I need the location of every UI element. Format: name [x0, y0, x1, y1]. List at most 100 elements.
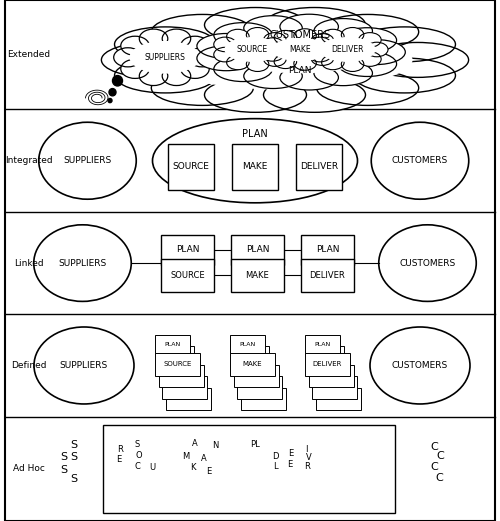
Text: E: E [206, 467, 212, 476]
Text: SOURCE: SOURCE [164, 362, 192, 367]
Circle shape [108, 98, 112, 103]
Circle shape [112, 76, 122, 86]
Ellipse shape [314, 61, 372, 85]
Ellipse shape [371, 122, 469, 199]
Ellipse shape [270, 42, 293, 57]
Text: DELIVER: DELIVER [310, 271, 346, 280]
Text: V: V [306, 453, 312, 462]
Ellipse shape [118, 32, 212, 82]
Bar [240, 369, 276, 390]
Bar [162, 357, 197, 378]
Ellipse shape [204, 78, 306, 113]
Text: PLAN: PLAN [240, 342, 256, 348]
Text: SUPPLIERS: SUPPLIERS [144, 53, 186, 62]
Text: E: E [288, 449, 294, 458]
Ellipse shape [262, 47, 284, 61]
Ellipse shape [197, 46, 256, 71]
Ellipse shape [342, 28, 364, 42]
Bar [308, 346, 344, 367]
Ellipse shape [311, 52, 334, 66]
Text: C: C [134, 462, 140, 471]
Bar [240, 388, 286, 410]
Ellipse shape [294, 56, 316, 70]
Ellipse shape [197, 33, 256, 58]
Ellipse shape [114, 27, 216, 62]
Text: MAKE: MAKE [242, 362, 262, 367]
Text: PLAN: PLAN [246, 245, 269, 254]
Text: SUPPLIERS: SUPPLIERS [58, 258, 106, 268]
Text: A: A [192, 439, 198, 449]
Text: S: S [60, 465, 68, 475]
Text: PLAN: PLAN [288, 66, 312, 75]
Bar [316, 369, 350, 390]
Text: CUSTOMERS: CUSTOMERS [270, 30, 330, 40]
Ellipse shape [114, 58, 216, 93]
Text: SUPPLIERS: SUPPLIERS [60, 361, 108, 370]
Ellipse shape [262, 38, 284, 52]
Text: Linked: Linked [14, 258, 44, 268]
Ellipse shape [354, 58, 456, 93]
Text: S: S [135, 440, 140, 450]
Ellipse shape [280, 65, 338, 90]
Bar [232, 144, 278, 190]
Bar [296, 144, 342, 190]
Ellipse shape [262, 31, 338, 68]
Ellipse shape [121, 36, 150, 55]
Text: DELIVER: DELIVER [313, 362, 342, 367]
Ellipse shape [140, 66, 168, 85]
Bar [162, 376, 207, 399]
Ellipse shape [152, 70, 254, 105]
Ellipse shape [244, 64, 302, 89]
Bar [158, 346, 194, 367]
Bar [301, 234, 354, 265]
Ellipse shape [310, 30, 385, 69]
Text: PLAN: PLAN [316, 245, 339, 254]
Ellipse shape [264, 7, 366, 42]
Ellipse shape [264, 33, 286, 47]
Text: R: R [117, 444, 123, 454]
Ellipse shape [158, 30, 412, 90]
Ellipse shape [34, 225, 131, 301]
Ellipse shape [214, 22, 272, 47]
Text: C: C [436, 451, 444, 461]
Ellipse shape [180, 36, 209, 55]
Ellipse shape [272, 38, 328, 61]
Ellipse shape [115, 14, 455, 106]
Ellipse shape [224, 37, 280, 62]
Ellipse shape [162, 66, 190, 85]
Bar [158, 365, 204, 387]
Ellipse shape [162, 29, 190, 48]
Bar [102, 425, 395, 513]
Ellipse shape [188, 48, 216, 67]
Text: S: S [60, 452, 68, 463]
Text: MAKE: MAKE [289, 45, 311, 54]
Bar [230, 353, 275, 376]
Text: SOURCE: SOURCE [170, 271, 205, 280]
Bar [305, 353, 350, 376]
Ellipse shape [309, 37, 332, 52]
Text: DELIVER: DELIVER [331, 45, 364, 54]
Text: C: C [430, 462, 438, 472]
Text: E: E [116, 455, 121, 464]
Text: C: C [430, 442, 438, 452]
Ellipse shape [214, 57, 272, 82]
Ellipse shape [274, 30, 296, 44]
Ellipse shape [366, 42, 468, 78]
Ellipse shape [264, 52, 286, 66]
Bar [168, 144, 214, 190]
Ellipse shape [311, 33, 334, 47]
Text: L: L [272, 462, 278, 471]
Text: PLAN: PLAN [164, 342, 180, 348]
Ellipse shape [322, 55, 344, 70]
Text: SOURCE: SOURCE [172, 163, 210, 171]
Ellipse shape [215, 30, 290, 69]
Text: R: R [304, 462, 310, 471]
Ellipse shape [226, 55, 249, 70]
Bar [166, 369, 200, 390]
Ellipse shape [342, 57, 364, 71]
Bar [231, 259, 284, 292]
Text: D: D [272, 452, 278, 461]
Bar [166, 388, 210, 410]
Ellipse shape [316, 15, 418, 49]
Ellipse shape [379, 225, 476, 301]
